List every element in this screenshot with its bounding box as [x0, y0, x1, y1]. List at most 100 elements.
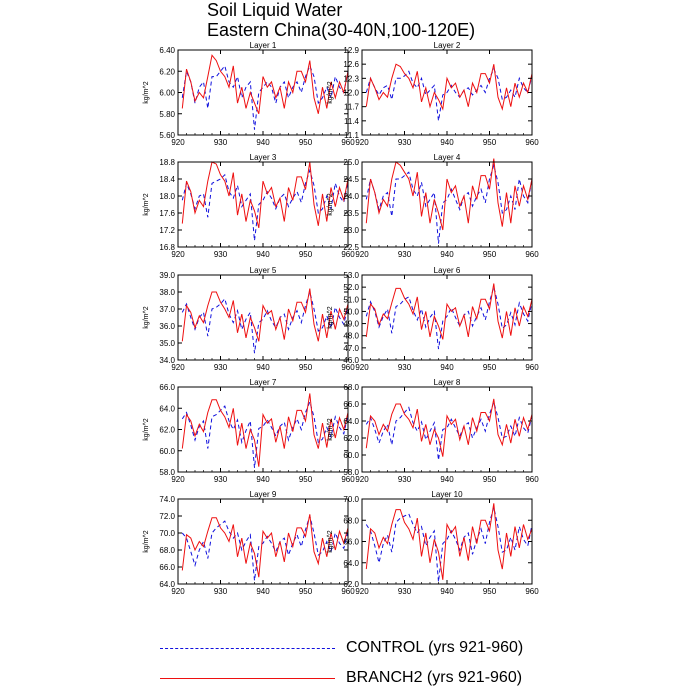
panel-title: Layer 10	[431, 490, 463, 499]
x-tick-label: 920	[171, 475, 185, 484]
x-tick-label: 950	[299, 475, 313, 484]
series-control-line	[365, 67, 533, 121]
x-tick-label: 920	[355, 250, 369, 259]
y-tick-label: 58.0	[343, 468, 359, 477]
y-tick-label: 62.0	[343, 434, 359, 443]
y-axis-label: kg/m^2	[327, 81, 334, 103]
panel-title: Layer 7	[250, 378, 277, 387]
y-tick-label: 24.0	[343, 192, 359, 201]
y-tick-label: 74.0	[159, 495, 175, 504]
x-tick-label: 940	[440, 138, 454, 147]
y-tick-label: 64.0	[159, 404, 175, 413]
series-control-line	[181, 514, 349, 581]
y-tick-label: 11.4	[344, 117, 360, 126]
y-tick-label: 5.60	[159, 131, 175, 140]
series-control-line	[365, 285, 533, 350]
x-tick-label: 920	[171, 363, 185, 372]
x-tick-label: 920	[171, 138, 185, 147]
y-tick-label: 23.5	[343, 209, 359, 218]
x-tick-label: 950	[483, 475, 497, 484]
x-tick-label: 930	[214, 587, 228, 596]
y-tick-label: 60.0	[159, 447, 175, 456]
x-tick-label: 960	[525, 475, 539, 484]
chart-panel-1: Layer 1 kg/m^2 920 930 940 950 960 5.60 5.80 6.00…	[143, 41, 355, 147]
x-tick-label: 960	[525, 250, 539, 259]
x-tick-label: 960	[525, 363, 539, 372]
x-tick-label: 920	[355, 587, 369, 596]
y-tick-label: 25.0	[343, 158, 359, 167]
y-tick-label: 66.0	[159, 383, 175, 392]
y-tick-label: 66.0	[343, 538, 359, 547]
x-tick-label: 930	[398, 138, 412, 147]
y-axis-label: kg/m^2	[327, 418, 334, 440]
series-control-line	[365, 507, 533, 582]
y-tick-label: 11.1	[344, 131, 360, 140]
series-branch2-line	[181, 288, 349, 342]
y-tick-label: 6.20	[159, 67, 175, 76]
y-tick-label: 53.0	[343, 271, 359, 280]
x-tick-label: 960	[525, 138, 539, 147]
x-tick-label: 940	[440, 363, 454, 372]
y-tick-label: 64.0	[343, 559, 359, 568]
x-tick-label: 950	[299, 138, 313, 147]
plot-frame	[177, 498, 349, 585]
x-tick-label: 940	[440, 587, 454, 596]
y-axis-label: kg/m^2	[143, 81, 150, 103]
series-control-line	[181, 168, 349, 241]
y-tick-label: 6.00	[159, 89, 175, 98]
y-tick-label: 17.2	[159, 226, 175, 235]
y-tick-label: 62.0	[343, 580, 359, 589]
y-axis-label: kg/m^2	[327, 193, 334, 215]
y-tick-label: 47.0	[343, 344, 359, 353]
chart-panel-5: Layer 5 kg/m^2 920 930 940 950 960 34.0 35.0 36.0…	[143, 266, 355, 372]
chart-panel-7: Layer 7 kg/m^2 920 930 940 950 960 58.0 60.0 62.0…	[143, 378, 355, 484]
x-tick-label: 960	[341, 587, 355, 596]
y-axis-label: kg/m^2	[143, 418, 150, 440]
legend-branch2-label: BRANCH2 (yrs 921-960)	[346, 669, 523, 686]
y-tick-label: 49.0	[343, 320, 359, 329]
x-tick-label: 960	[341, 475, 355, 484]
y-tick-label: 58.0	[159, 468, 175, 477]
y-tick-label: 17.6	[159, 209, 175, 218]
y-tick-label: 34.0	[159, 356, 175, 365]
x-tick-label: 960	[341, 363, 355, 372]
y-tick-label: 48.0	[343, 332, 359, 341]
y-axis-label: kg/m^2	[327, 530, 334, 552]
series-control-line	[181, 400, 349, 468]
y-tick-label: 12.9	[343, 46, 359, 55]
series-branch2-line	[365, 283, 533, 340]
x-tick-label: 930	[214, 250, 228, 259]
series-branch2-line	[365, 398, 533, 457]
y-tick-label: 18.8	[159, 158, 175, 167]
y-tick-label: 35.0	[159, 339, 175, 348]
y-tick-label: 60.0	[343, 451, 359, 460]
series-control-line	[181, 64, 349, 130]
panel-title: Layer 8	[434, 378, 461, 387]
y-tick-label: 39.0	[159, 271, 175, 280]
y-tick-label: 6.40	[159, 46, 175, 55]
x-tick-label: 940	[256, 475, 270, 484]
series-branch2-line	[181, 393, 349, 467]
figure-title: Soil Liquid Water Eastern China(30-40N,1…	[207, 0, 475, 40]
x-tick-label: 940	[256, 363, 270, 372]
x-tick-label: 950	[299, 587, 313, 596]
series-control-line	[365, 163, 533, 244]
x-tick-label: 920	[355, 363, 369, 372]
x-tick-label: 930	[214, 138, 228, 147]
y-tick-label: 11.7	[344, 103, 360, 112]
plot-frame	[177, 49, 349, 136]
y-tick-label: 22.5	[343, 243, 359, 252]
y-tick-label: 12.3	[343, 74, 359, 83]
y-tick-label: 62.0	[159, 426, 175, 435]
series-branch2-line	[365, 503, 533, 580]
x-tick-label: 950	[483, 250, 497, 259]
y-tick-label: 23.0	[343, 226, 359, 235]
y-tick-label: 70.0	[343, 495, 359, 504]
panel-title: Layer 6	[434, 266, 461, 275]
x-tick-label: 950	[483, 587, 497, 596]
legend-control: CONTROL (yrs 921-960)	[160, 637, 580, 661]
